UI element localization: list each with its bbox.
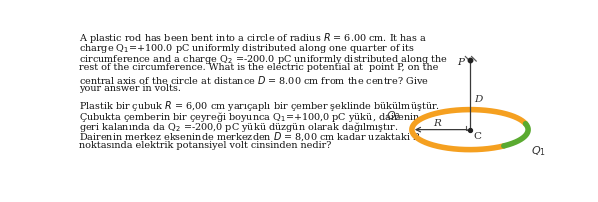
Text: Çubukta çemberin bir çeyreği boyunca Q$_1$=+100,0 pC yükü, dairenin: Çubukta çemberin bir çeyreği boyunca Q$_… bbox=[78, 109, 420, 123]
Text: geri kalanında da Q$_2$ =-200,0 pC yükü düzgün olarak dağılmıştır.: geri kalanında da Q$_2$ =-200,0 pC yükü … bbox=[78, 120, 398, 134]
Text: Dairenin merkez ekseninde merkezden $D$ = 8,00 cm kadar uzaktaki P: Dairenin merkez ekseninde merkezden $D$ … bbox=[78, 130, 420, 143]
Text: Plastik bir çubuk $R$ = 6,00 cm yarıçaplı bir çember şeklinde bükülmüştür.: Plastik bir çubuk $R$ = 6,00 cm yarıçapl… bbox=[78, 98, 440, 112]
Text: A plastic rod has been bent into a circle of radius $R$ = 6.00 cm. It has a: A plastic rod has been bent into a circl… bbox=[78, 31, 427, 45]
Text: rest of the circumference. What is the electric potential at  point P, on the: rest of the circumference. What is the e… bbox=[78, 63, 438, 72]
Text: central axis of the circle at distance $D$ = 8.00 cm from the centre? Give: central axis of the circle at distance $… bbox=[78, 74, 429, 85]
Text: P: P bbox=[457, 57, 464, 66]
Text: $Q_2$: $Q_2$ bbox=[386, 108, 401, 122]
Text: C: C bbox=[474, 132, 482, 140]
Text: noktasında elektrik potansiyel volt cinsinden nedir?: noktasında elektrik potansiyel volt cins… bbox=[78, 141, 331, 150]
Text: R: R bbox=[434, 119, 441, 128]
Text: D: D bbox=[474, 95, 482, 104]
Text: $Q_1$: $Q_1$ bbox=[531, 144, 546, 158]
Text: circumference and a charge Q$_2$ =-200.0 pC uniformly distributed along the: circumference and a charge Q$_2$ =-200.0… bbox=[78, 52, 448, 65]
Text: charge Q$_1$=+100.0 pC uniformly distributed along one quarter of its: charge Q$_1$=+100.0 pC uniformly distrib… bbox=[78, 42, 415, 55]
Text: your answer in volts.: your answer in volts. bbox=[78, 84, 181, 93]
